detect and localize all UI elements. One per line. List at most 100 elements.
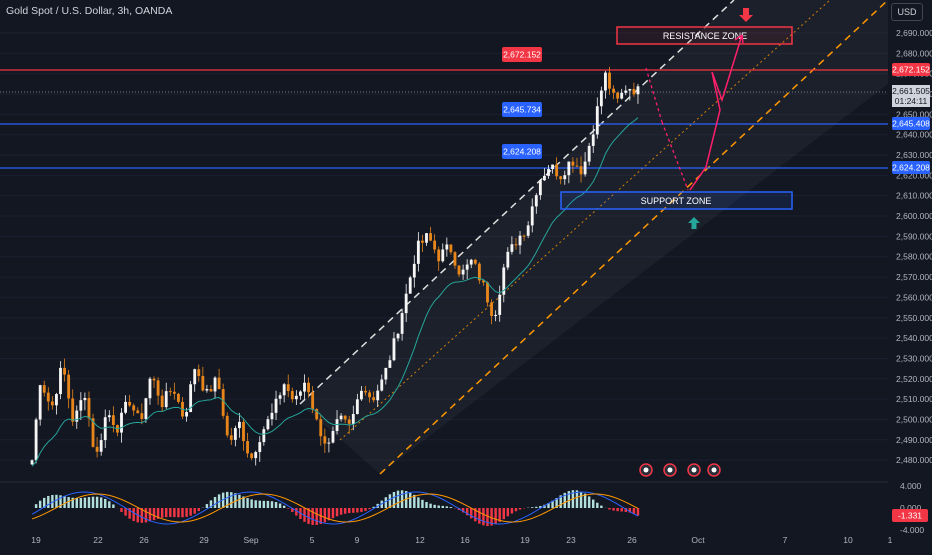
candle-body xyxy=(63,367,66,375)
candle-body xyxy=(335,419,339,431)
blue-lower-label-bg xyxy=(502,144,542,159)
candle-body xyxy=(46,392,50,402)
candle-body xyxy=(270,412,274,420)
candle-body xyxy=(303,382,306,392)
candle-body xyxy=(575,165,579,167)
candle-body xyxy=(364,390,367,393)
time-axis: 19 22 26 29 Sep 5 9 12 16 19 23 26 Oct 7 10 1 xyxy=(31,535,892,545)
economic-event-flag-icon xyxy=(643,467,649,473)
channel-upper-line xyxy=(299,0,735,405)
time-tick-label: 26 xyxy=(627,535,637,545)
red-line-label-bg xyxy=(502,47,542,62)
candle-body xyxy=(172,391,176,394)
candle-body xyxy=(355,399,359,414)
candle-body xyxy=(34,419,38,461)
candle-body xyxy=(294,395,298,400)
economic-event-flag-icon xyxy=(667,467,673,473)
candle-body xyxy=(437,249,441,262)
price-tick-label: 2,620.000 xyxy=(896,170,932,180)
grid xyxy=(0,32,888,461)
candle-body xyxy=(538,180,542,196)
price-tick-label: 2,510.000 xyxy=(896,394,932,404)
candle-body xyxy=(372,397,376,401)
candle-body xyxy=(323,436,327,444)
osc-tick-label: 4.000 xyxy=(900,481,922,491)
candle-body xyxy=(441,249,445,262)
price-axis: 2,690.0002,680.0002,670.0002,660.0002,65… xyxy=(888,0,932,550)
candle-body xyxy=(91,418,95,447)
blue-upper-label: 2,645.734 xyxy=(503,105,541,115)
blue-lower-label: 2,624.208 xyxy=(503,147,541,157)
support-zone-label: SUPPORT ZONE xyxy=(641,196,712,206)
price-tick-label: 2,550.000 xyxy=(896,313,932,323)
candle-body xyxy=(132,405,136,411)
support-zone-box xyxy=(560,191,793,210)
candle-body xyxy=(612,88,615,93)
axis-blue-upper: 2,645.408 xyxy=(892,119,930,129)
candle-body xyxy=(246,441,249,454)
currency-selector[interactable]: USD xyxy=(891,3,923,21)
price-tick-label: 2,570.000 xyxy=(896,272,932,282)
candle-body xyxy=(388,360,392,368)
candle-body xyxy=(433,240,437,250)
candle-body xyxy=(412,263,416,278)
candle-body xyxy=(221,389,225,416)
candle-body xyxy=(87,398,91,419)
candle-body xyxy=(465,264,469,270)
candle-body xyxy=(71,398,75,422)
candle-body xyxy=(120,412,123,433)
time-tick-label: 22 xyxy=(93,535,103,545)
candle-body xyxy=(128,401,132,406)
candle-body xyxy=(103,417,107,441)
time-tick-label: 1 xyxy=(888,535,893,545)
price-tick-label: 2,530.000 xyxy=(896,353,932,363)
economic-event-flag-icon xyxy=(711,467,717,473)
candle-body xyxy=(396,333,400,339)
candle-body xyxy=(421,240,424,243)
time-tick-label: Oct xyxy=(691,535,705,545)
candle-body xyxy=(327,442,331,444)
candle-body xyxy=(624,90,628,93)
price-tick-label: 2,600.000 xyxy=(896,211,932,221)
candle-body xyxy=(498,294,502,315)
candle-body xyxy=(526,225,530,236)
candle-body xyxy=(620,92,624,99)
candle-body xyxy=(502,267,506,295)
candle-body xyxy=(429,233,432,241)
candle-body xyxy=(50,401,54,406)
macd-line xyxy=(31,491,639,525)
time-tick-label: 7 xyxy=(783,535,788,545)
candle-body xyxy=(453,252,457,266)
price-levels xyxy=(0,69,888,169)
candle-body xyxy=(555,164,559,177)
price-tick-label: 2,590.000 xyxy=(896,231,932,241)
candle-body xyxy=(408,277,412,294)
candle-body xyxy=(262,429,266,443)
candle-body xyxy=(563,175,567,180)
price-tick-label: 2,650.000 xyxy=(896,109,932,119)
candle-body xyxy=(274,398,278,413)
candle-body xyxy=(477,263,481,281)
price-tick-label: 2,560.000 xyxy=(896,292,932,302)
time-tick-label: 12 xyxy=(415,535,425,545)
axis-blue-lower: 2,624.208 xyxy=(892,163,930,173)
price-tick-label: 2,490.000 xyxy=(896,435,932,445)
candle-body xyxy=(380,379,384,391)
candle-body xyxy=(209,389,213,392)
candle-body xyxy=(278,395,282,399)
candle-body xyxy=(124,401,127,413)
candle-body xyxy=(290,391,294,400)
candle-body xyxy=(319,419,323,437)
candle-body xyxy=(608,72,611,89)
blue-upper-label-bg xyxy=(502,102,542,117)
candle-body xyxy=(83,398,87,401)
candle-body xyxy=(551,164,554,170)
candle-body xyxy=(490,302,493,316)
axis-countdown: 01:24:11 xyxy=(895,96,928,106)
candle-body xyxy=(445,244,449,250)
candle-body xyxy=(286,384,290,392)
candle-body xyxy=(217,377,221,390)
axis-red-price: 2,672.152 xyxy=(892,65,930,75)
candles xyxy=(30,66,640,466)
